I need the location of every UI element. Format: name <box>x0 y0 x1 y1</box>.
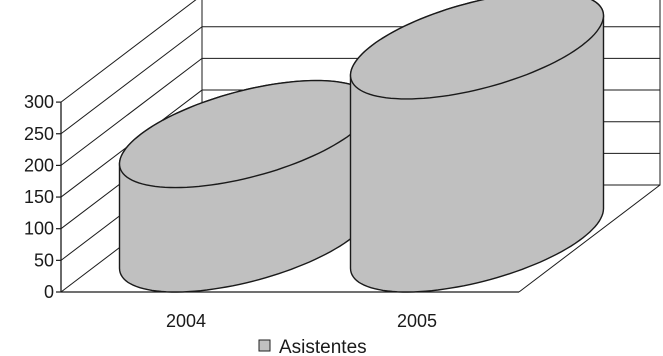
y-tick-label: 250 <box>24 124 54 144</box>
x-tick-label-2005: 2005 <box>397 311 437 331</box>
chart-legend: Asistentes <box>258 337 367 356</box>
legend-label-asistentes: Asistentes <box>279 337 367 356</box>
chart-bars <box>118 0 605 293</box>
side-gridline <box>60 26 203 135</box>
y-tick-label: 300 <box>24 92 54 112</box>
side-gridline <box>60 58 203 166</box>
y-tick-label: 100 <box>24 219 54 239</box>
floor-right-edge <box>518 184 661 293</box>
side-gridline <box>60 0 197 103</box>
y-tick-label: 200 <box>24 155 54 175</box>
y-tick-label: 0 <box>44 282 54 302</box>
cylinder-top-2005 <box>349 0 605 100</box>
bar-2005 <box>349 0 605 293</box>
bar-2004 <box>118 79 374 293</box>
legend-swatch <box>258 339 271 352</box>
y-tick-label: 50 <box>34 250 54 270</box>
chart-labels: 0 50 100 150 200 250 300 2004 2005 <box>24 92 437 331</box>
x-tick-label-2004: 2004 <box>166 311 206 331</box>
y-tick-label: 150 <box>24 187 54 207</box>
